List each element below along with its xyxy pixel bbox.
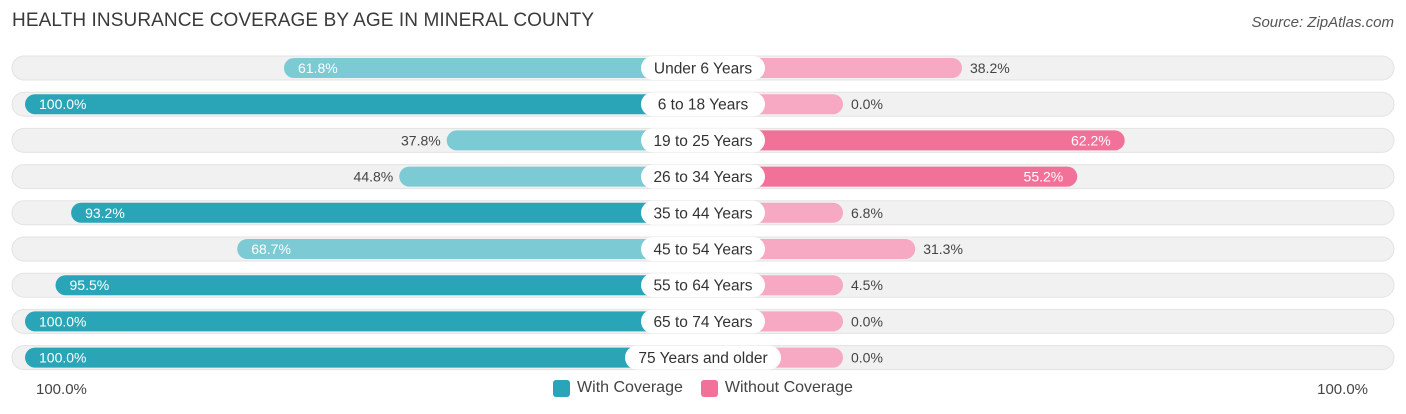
value-label-with-coverage: 95.5% <box>70 277 110 293</box>
category-pill <box>641 273 765 298</box>
bar-with-coverage <box>446 130 703 151</box>
value-label-with-coverage: 37.8% <box>401 132 441 148</box>
bar-without-coverage <box>703 58 962 78</box>
category-label: 6 to 18 Years <box>658 97 749 114</box>
bar-with-coverage <box>283 58 703 78</box>
value-label-without-coverage: 38.2% <box>970 60 1010 76</box>
category-pill <box>641 164 765 189</box>
category-pill <box>641 237 765 261</box>
chart-title: HEALTH INSURANCE COVERAGE BY AGE IN MINE… <box>12 10 595 31</box>
legend-label-without-coverage: Without Coverage <box>724 379 853 396</box>
category-label: 75 Years and older <box>638 350 767 367</box>
axis-left-label: 100.0% <box>36 381 87 398</box>
bar-with-coverage <box>25 311 703 332</box>
bar-with-coverage <box>399 166 703 187</box>
value-label-without-coverage: 62.2% <box>1071 132 1111 148</box>
bar-with-coverage <box>25 347 703 368</box>
category-label: 35 to 44 Years <box>653 205 752 222</box>
axis-right-label: 100.0% <box>1317 381 1368 398</box>
category-pill <box>641 128 765 153</box>
value-label-without-coverage: 0.0% <box>851 350 883 366</box>
source-credit: Source: ZipAtlas.com <box>1251 14 1394 31</box>
legend-swatch-without-coverage <box>700 379 718 397</box>
legend-label-with-coverage: With Coverage <box>577 379 683 396</box>
value-label-without-coverage: 55.2% <box>1024 169 1064 185</box>
value-label-with-coverage: 61.8% <box>298 60 338 76</box>
category-pill <box>641 56 765 80</box>
bar-with-coverage <box>71 202 703 223</box>
value-label-without-coverage: 0.0% <box>851 313 883 329</box>
value-label-with-coverage: 100.0% <box>39 96 86 112</box>
value-label-without-coverage: 31.3% <box>923 241 963 257</box>
legend-item-without-coverage[interactable]: Without Coverage <box>700 379 853 397</box>
category-pill <box>641 200 765 225</box>
value-label-with-coverage: 68.7% <box>251 241 291 257</box>
bar-with-coverage <box>25 94 703 115</box>
value-label-with-coverage: 100.0% <box>39 350 86 366</box>
legend: With Coverage Without Coverage <box>0 379 1406 397</box>
category-label: 45 to 54 Years <box>653 242 752 259</box>
legend-swatch-with-coverage <box>553 379 571 397</box>
category-label: 55 to 64 Years <box>653 278 752 295</box>
value-label-with-coverage: 44.8% <box>354 169 394 185</box>
category-pill <box>641 309 765 334</box>
value-label-without-coverage: 6.8% <box>851 205 883 221</box>
bar-without-coverage <box>703 130 1125 151</box>
legend-item-with-coverage[interactable]: With Coverage <box>553 379 683 397</box>
bar-with-coverage <box>55 275 703 296</box>
category-label: 19 to 25 Years <box>653 133 752 150</box>
bar-with-coverage <box>237 239 704 259</box>
category-label: 65 to 74 Years <box>653 314 752 331</box>
category-label: Under 6 Years <box>654 61 752 78</box>
value-label-with-coverage: 93.2% <box>85 205 125 221</box>
category-pill <box>625 345 781 370</box>
category-label: 26 to 34 Years <box>653 169 752 186</box>
bar-without-coverage <box>703 166 1078 187</box>
value-label-with-coverage: 100.0% <box>39 313 86 329</box>
value-label-without-coverage: 0.0% <box>851 96 883 112</box>
value-label-without-coverage: 4.5% <box>851 277 883 293</box>
category-pill <box>641 92 765 117</box>
